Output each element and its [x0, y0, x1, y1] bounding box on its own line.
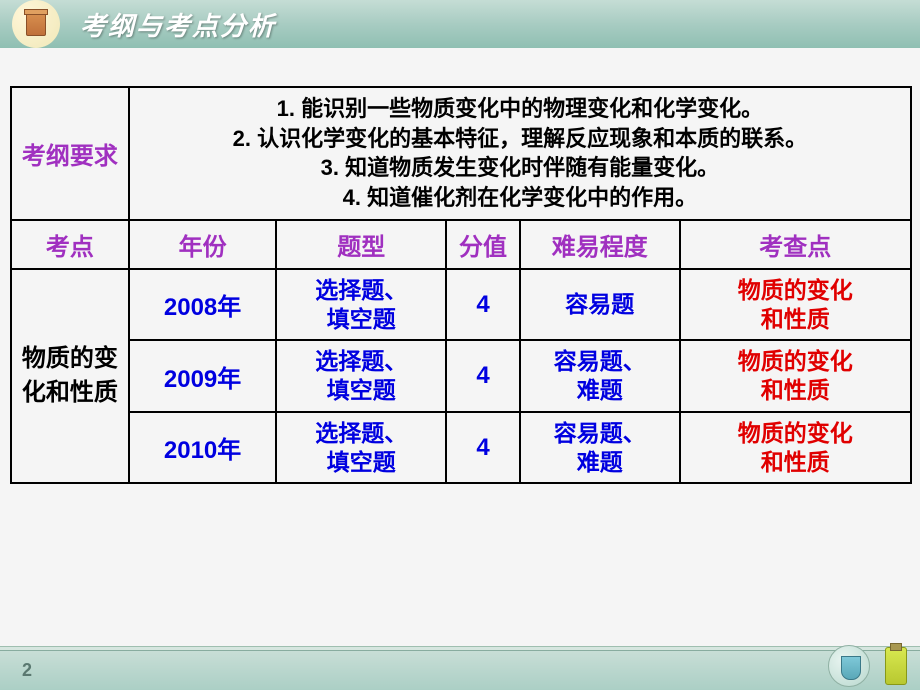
- req-item-1: 1. 能识别一些物质变化中的物理变化和化学变化。: [138, 94, 902, 124]
- type-2010: 选择题、填空题: [276, 412, 446, 484]
- year-2009: 2009年: [129, 340, 277, 412]
- table-row: 物质的变化和性质 2008年 选择题、填空题 4 容易题 物质的变化和性质: [11, 269, 911, 341]
- table-row: 2009年 选择题、填空题 4 容易题、难题 物质的变化和性质: [11, 340, 911, 412]
- table-row: 2010年 选择题、填空题 4 容易题、难题 物质的变化和性质: [11, 412, 911, 484]
- year-2010: 2010年: [129, 412, 277, 484]
- main-content: 考纲要求 1. 能识别一些物质变化中的物理变化和化学变化。 2. 认识化学变化的…: [0, 48, 920, 484]
- beaker-inner-icon: [26, 12, 46, 36]
- score-2009: 4: [446, 340, 520, 412]
- footer-icons: [828, 643, 910, 687]
- req-item-3: 3. 知道物质发生变化时伴随有能量变化。: [138, 153, 902, 183]
- slide-header: 考纲与考点分析: [0, 0, 920, 48]
- flask-icon: [828, 645, 870, 687]
- req-item-4: 4. 知道催化剂在化学变化中的作用。: [138, 183, 902, 213]
- beaker-icon: [12, 0, 60, 48]
- slide-footer: 2: [0, 650, 920, 690]
- diff-2009: 容易题、难题: [520, 340, 680, 412]
- hdr-qtype: 题型: [276, 220, 446, 269]
- hdr-year: 年份: [129, 220, 277, 269]
- score-2010: 4: [446, 412, 520, 484]
- diff-2008: 容易题: [520, 269, 680, 341]
- header-row: 考点 年份 题型 分值 难易程度 考查点: [11, 220, 911, 269]
- topic-cell: 物质的变化和性质: [11, 269, 129, 484]
- year-2008: 2008年: [129, 269, 277, 341]
- hdr-checkpoint: 考查点: [680, 220, 911, 269]
- score-2008: 4: [446, 269, 520, 341]
- hdr-difficulty: 难易程度: [520, 220, 680, 269]
- page-number: 2: [22, 660, 32, 681]
- content-table: 考纲要求 1. 能识别一些物质变化中的物理变化和化学变化。 2. 认识化学变化的…: [10, 86, 912, 484]
- req-item-2: 2. 认识化学变化的基本特征，理解反应现象和本质的联系。: [138, 124, 902, 154]
- type-2008: 选择题、填空题: [276, 269, 446, 341]
- point-2009: 物质的变化和性质: [680, 340, 911, 412]
- point-2008: 物质的变化和性质: [680, 269, 911, 341]
- type-2009: 选择题、填空题: [276, 340, 446, 412]
- hdr-score: 分值: [446, 220, 520, 269]
- requirements-label: 考纲要求: [11, 87, 129, 220]
- requirements-row: 考纲要求 1. 能识别一些物质变化中的物理变化和化学变化。 2. 认识化学变化的…: [11, 87, 911, 220]
- point-2010: 物质的变化和性质: [680, 412, 911, 484]
- bottle-icon: [880, 643, 910, 687]
- diff-2010: 容易题、难题: [520, 412, 680, 484]
- requirements-text: 1. 能识别一些物质变化中的物理变化和化学变化。 2. 认识化学变化的基本特征，…: [129, 87, 911, 220]
- hdr-topic: 考点: [11, 220, 129, 269]
- slide-title: 考纲与考点分析: [80, 6, 276, 43]
